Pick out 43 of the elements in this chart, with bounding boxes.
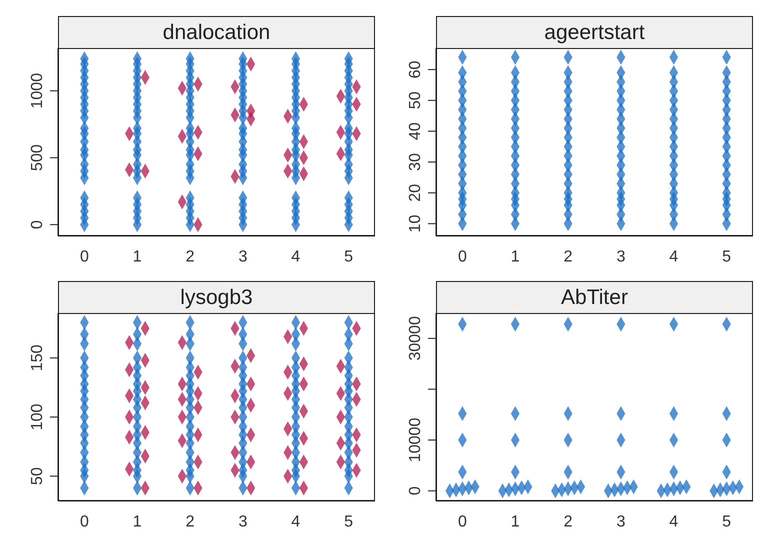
x-tick-label: 1 xyxy=(510,248,520,266)
x-tick-label: 2 xyxy=(564,513,573,530)
x-tick-label: 3 xyxy=(238,513,248,530)
x-tick-label: 3 xyxy=(616,513,626,530)
chart-title: AbTiter xyxy=(436,281,753,313)
y-tick-label: 50 xyxy=(407,91,424,110)
x-tick-label: 5 xyxy=(722,248,732,266)
y-tick-label: 50 xyxy=(29,467,46,486)
y-tick-label: 20 xyxy=(407,184,424,202)
x-tick-label: 0 xyxy=(458,248,467,266)
y-tick-label: 60 xyxy=(407,60,424,78)
x-tick-label: 4 xyxy=(291,513,300,530)
chart-title: dnalocation xyxy=(58,16,375,48)
y-tick-label: 10000 xyxy=(407,418,424,462)
y-tick-label: 40 xyxy=(407,122,424,140)
chart-title: ageertstart xyxy=(436,16,753,48)
chart-title: lysogb3 xyxy=(58,281,375,313)
y-tick-label: 1000 xyxy=(29,72,46,109)
y-tick-label: 10 xyxy=(407,214,424,233)
x-tick-label: 5 xyxy=(344,513,354,530)
x-tick-label: 5 xyxy=(344,248,354,266)
x-tick-label: 2 xyxy=(564,248,573,266)
x-tick-label: 0 xyxy=(80,248,89,266)
y-tick-label: 0 xyxy=(29,220,46,230)
y-tick-label: 500 xyxy=(29,144,46,172)
x-tick-label: 2 xyxy=(186,513,195,530)
x-tick-label: 2 xyxy=(186,248,195,266)
x-tick-label: 4 xyxy=(669,513,678,530)
x-tick-label: 3 xyxy=(616,248,626,266)
y-tick-label: 30 xyxy=(407,153,424,171)
y-tick-label: 150 xyxy=(29,344,46,372)
x-tick-label: 1 xyxy=(132,248,142,266)
x-tick-label: 0 xyxy=(458,513,467,530)
y-tick-label: 0 xyxy=(407,486,424,496)
y-tick-label: 30000 xyxy=(407,316,424,361)
x-tick-label: 4 xyxy=(669,248,678,266)
x-tick-label: 4 xyxy=(291,248,300,266)
x-tick-label: 1 xyxy=(510,513,520,530)
x-tick-label: 5 xyxy=(722,513,732,530)
x-tick-label: 1 xyxy=(132,513,142,530)
x-tick-label: 3 xyxy=(238,248,248,266)
x-tick-label: 0 xyxy=(80,513,89,530)
y-tick-label: 100 xyxy=(29,404,46,430)
